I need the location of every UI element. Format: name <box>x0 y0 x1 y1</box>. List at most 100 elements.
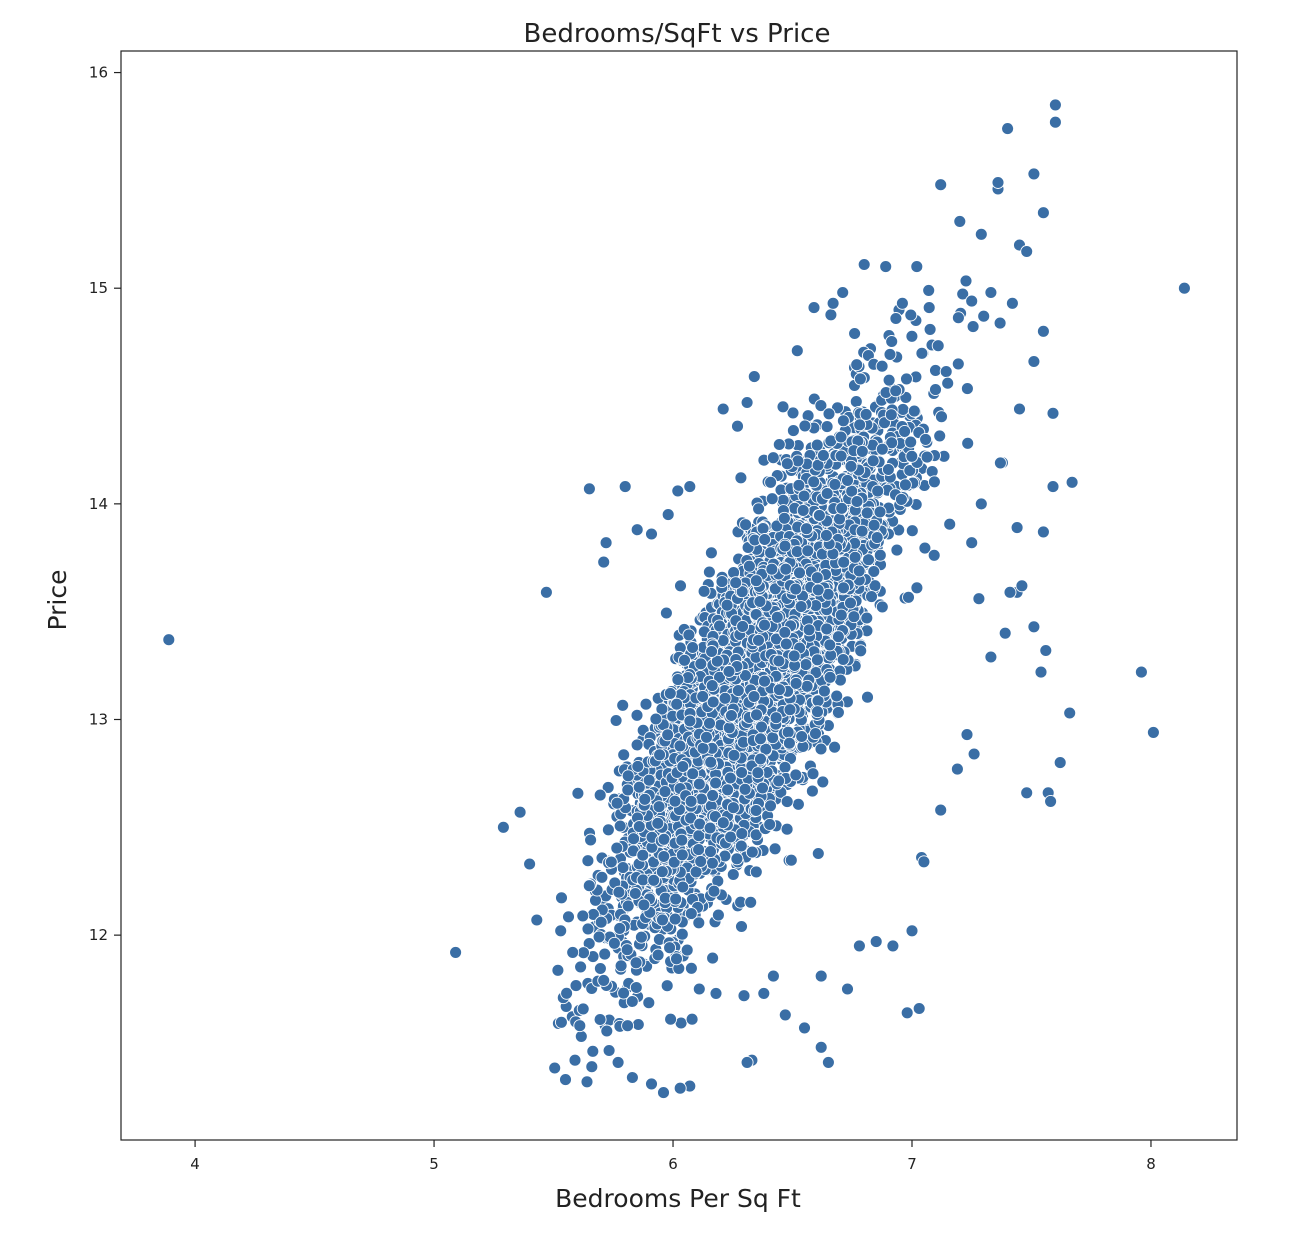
scatter-point <box>574 1029 588 1043</box>
scatter-point <box>809 727 822 741</box>
scatter-point <box>634 930 648 944</box>
scatter-point <box>660 979 674 993</box>
scatter-point <box>961 436 975 450</box>
scatter-point <box>919 432 933 446</box>
scatter-point <box>894 492 908 506</box>
scatter-point <box>637 898 651 912</box>
scatter-point <box>861 690 874 704</box>
scatter-point <box>792 478 806 492</box>
scatter-point <box>601 780 615 794</box>
scatter-point <box>772 438 786 451</box>
scatter-point <box>576 909 590 923</box>
scatter-point <box>852 564 866 578</box>
scatter-point <box>951 311 965 325</box>
scatter-point <box>956 287 970 301</box>
scatter-point <box>931 339 945 353</box>
scatter-point <box>592 930 606 944</box>
scatter-point <box>652 800 666 814</box>
scatter-point <box>586 1044 600 1058</box>
scatter-point <box>905 329 919 343</box>
scatter-point <box>707 884 721 898</box>
scatter-point <box>798 419 812 433</box>
scatter-point <box>885 436 899 450</box>
scatter-point <box>756 522 770 535</box>
scatter-point <box>577 946 590 960</box>
scatter-point <box>800 679 814 693</box>
scatter-point <box>616 698 630 712</box>
scatter-point <box>902 590 915 604</box>
scatter-point <box>745 845 759 859</box>
scatter-point <box>854 644 868 658</box>
scatter-point <box>905 524 919 538</box>
scatter-point <box>744 895 758 909</box>
scatter-point <box>636 873 650 887</box>
scatter-point <box>959 274 973 288</box>
scatter-point <box>675 848 689 862</box>
scatter-point <box>632 780 646 794</box>
scatter-point <box>735 766 749 779</box>
scatter-point <box>593 1013 607 1026</box>
scatter-point <box>629 981 643 994</box>
scatter-point <box>834 449 848 463</box>
scatter-point <box>628 887 642 900</box>
scatter-point <box>683 714 697 728</box>
scatter-point <box>929 363 942 377</box>
chart-title: Bedrooms/SqFt vs Price <box>524 19 831 49</box>
scatter-point <box>735 920 748 933</box>
scatter-point <box>692 843 706 857</box>
scatter-point <box>551 963 565 977</box>
scatter-point <box>704 845 717 859</box>
scatter-point <box>862 553 875 567</box>
scatter-point <box>613 819 627 833</box>
scatter-point <box>621 899 635 913</box>
scatter-point <box>870 531 884 545</box>
scatter-point <box>884 408 898 422</box>
scatter-point <box>734 471 748 485</box>
scatter-point <box>814 399 828 413</box>
scatter-point <box>718 691 732 705</box>
scatter-point <box>706 788 720 802</box>
scatter-point <box>791 454 805 468</box>
scatter-point <box>659 606 673 620</box>
scatter-point <box>849 395 863 409</box>
scatter-point <box>898 478 912 492</box>
scatter-point <box>885 335 899 348</box>
scatter-point <box>752 502 766 516</box>
scatter-point <box>966 320 980 334</box>
scatter-point <box>784 853 798 867</box>
scatter-point <box>614 959 628 973</box>
scatter-point <box>730 852 744 866</box>
scatter-point <box>692 916 706 930</box>
scatter-point <box>816 448 830 462</box>
scatter-point <box>933 429 947 443</box>
scatter-point <box>904 435 918 449</box>
scatter-point <box>613 921 627 935</box>
scatter-point <box>604 855 618 869</box>
scatter-point <box>657 832 671 846</box>
scatter-point <box>548 1061 562 1075</box>
scatter-point <box>890 543 904 557</box>
scatter-point <box>627 832 641 846</box>
scatter-point <box>576 1002 590 1016</box>
scatter-point <box>841 473 854 487</box>
scatter-point <box>875 442 889 456</box>
scatter-point <box>780 457 794 471</box>
scatter-point <box>621 783 635 797</box>
scatter-point <box>927 475 941 489</box>
scatter-point <box>667 855 681 869</box>
scatter-point <box>797 489 811 503</box>
scatter-point <box>649 712 663 726</box>
scatter-point <box>820 487 834 500</box>
scatter-point <box>724 830 738 844</box>
scatter-point <box>783 703 797 717</box>
scatter-point <box>726 868 740 881</box>
scatter-point <box>655 702 669 716</box>
scatter-point <box>711 908 725 922</box>
scatter-point <box>630 738 644 752</box>
scatter-point <box>834 608 848 622</box>
scatter-point <box>663 941 677 955</box>
scatter-point <box>715 575 729 589</box>
scatter-point <box>795 730 809 743</box>
